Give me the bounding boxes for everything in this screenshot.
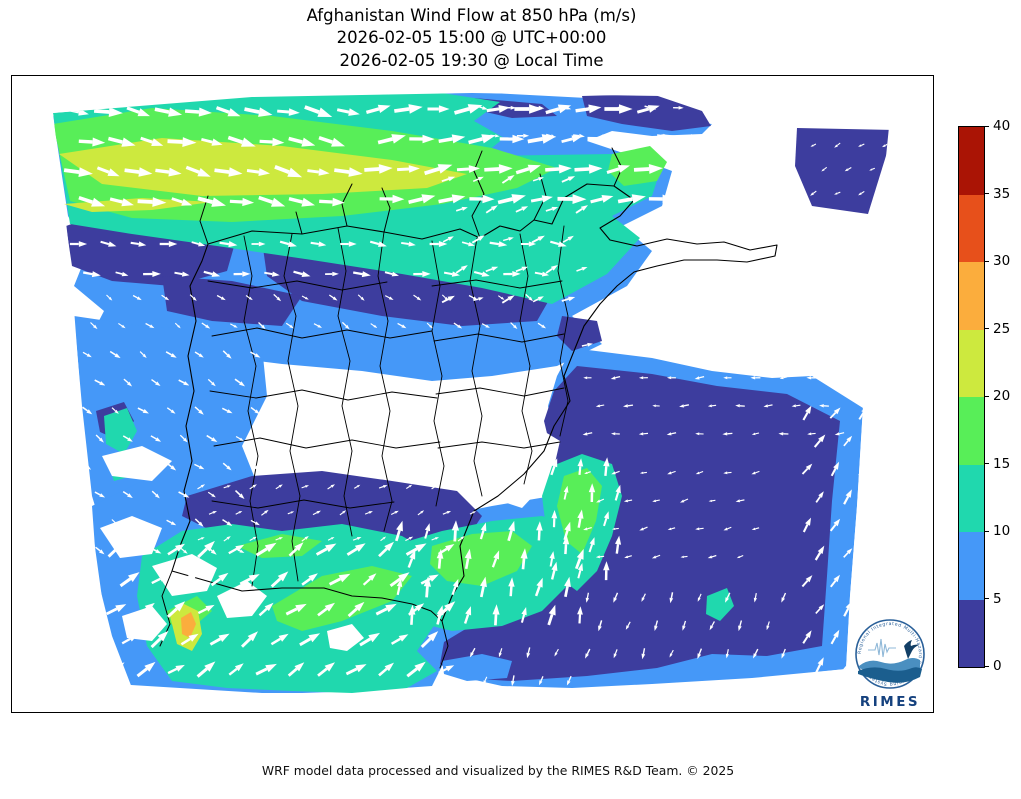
rimes-logo: Regional Integrated Multi-Hazard Early W…: [844, 616, 936, 712]
title-line-2: 2026-02-05 15:00 @ UTC+00:00: [336, 28, 607, 48]
wave-icon-dark: [858, 667, 922, 683]
figure-title: Afghanistan Wind Flow at 850 hPa (m/s) 2…: [11, 5, 932, 72]
admin-boundaries: [159, 147, 778, 669]
colorbar-band-20-25: [959, 329, 984, 397]
colorbar-tick: [985, 328, 989, 329]
colorbar-tick-label: 35: [993, 185, 1011, 202]
colorbar-band-25-30: [959, 262, 984, 330]
colorbar: [958, 126, 985, 668]
wind-arrows: [63, 104, 889, 687]
colorbar-tick: [985, 193, 989, 194]
bird-icon: [904, 640, 919, 659]
colorbar-tick-label: 20: [993, 388, 1011, 404]
map-plot-area: Regional Integrated Multi-Hazard Early W…: [11, 75, 934, 713]
title-line-1: Afghanistan Wind Flow at 850 hPa (m/s): [306, 6, 637, 25]
title-line-3: 2026-02-05 19:30 @ Local Time: [339, 50, 604, 70]
colorbar-band-10-15: [959, 464, 984, 532]
seismograph-icon: [868, 638, 896, 658]
colorbar-tick: [985, 260, 989, 262]
colorbar-tick: [985, 530, 989, 532]
wind-flow-map: [53, 93, 891, 693]
colorbar-tick-label: 25: [993, 320, 1011, 337]
colorbar-tick-label: 10: [993, 523, 1011, 539]
colorbar-tick-label: 0: [993, 658, 1002, 674]
colorbar-band-15-20: [959, 397, 984, 465]
colorbar-band-35-40: [959, 127, 984, 195]
colorbar-band-5-10: [959, 532, 984, 600]
colorbar-tick-label: 30: [993, 253, 1011, 269]
colorbar-tick: [985, 395, 989, 397]
colorbar-tick: [985, 598, 989, 599]
colorbar-tick-label: 5: [993, 590, 1002, 607]
colorbar-tick: [985, 125, 989, 127]
colorbar-tick: [985, 665, 989, 667]
footer-credit: WRF model data processed and visualized …: [261, 763, 735, 778]
colorbar-tick: [985, 463, 989, 464]
rimes-logo-text: RIMES: [860, 694, 920, 710]
colorbar-tick-label: 15: [993, 455, 1011, 472]
colorbar-band-0-5: [959, 599, 984, 667]
model-domain: [53, 93, 891, 693]
colorbar-tick-label: 40: [993, 118, 1011, 134]
colorbar-band-30-35: [959, 194, 984, 262]
